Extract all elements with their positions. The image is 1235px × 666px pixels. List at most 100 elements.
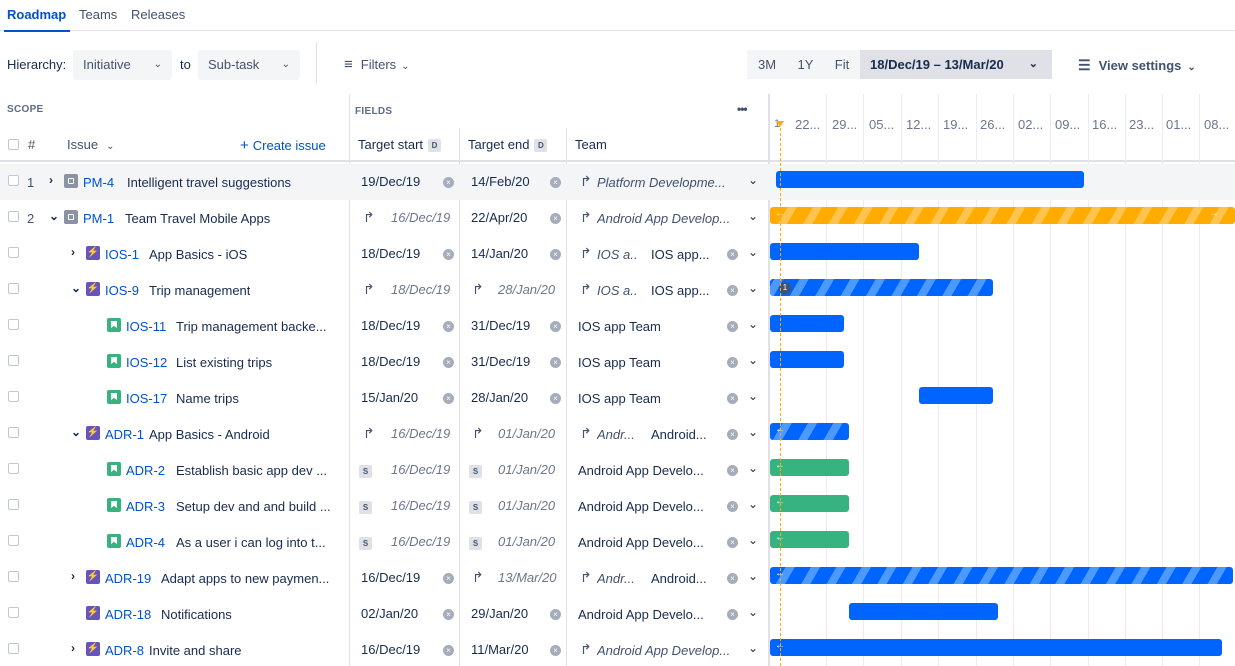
row-checkbox[interactable]	[8, 319, 19, 330]
target-start-value[interactable]: 18/Dec/19	[391, 282, 451, 297]
row-checkbox[interactable]	[8, 211, 19, 222]
clear-icon[interactable]: ×	[443, 609, 454, 620]
target-start-value[interactable]: 18/Dec/19	[361, 318, 421, 333]
row-checkbox[interactable]	[8, 427, 19, 438]
clear-icon[interactable]: ×	[727, 393, 738, 404]
target-end-value[interactable]: 01/Jan/20	[498, 426, 556, 441]
date-range-select[interactable]: 18/Dec/19 – 13/Mar/20 ⌄	[860, 50, 1052, 79]
target-end-value[interactable]: 14/Jan/20	[471, 246, 529, 261]
clear-icon[interactable]: ×	[443, 321, 454, 332]
table-row[interactable]: ADR-4 As a user i can log into t... S 16/De…	[0, 524, 1235, 560]
target-end-value[interactable]: 13/Mar/20	[498, 570, 557, 585]
team-value-secondary[interactable]: Android...	[651, 571, 707, 586]
target-start-value[interactable]: 02/Jan/20	[361, 606, 419, 621]
target-end-value[interactable]: 11/Mar/20	[471, 642, 529, 657]
timeline-bar[interactable]: 1	[770, 279, 993, 296]
clear-icon[interactable]: ×	[550, 609, 561, 620]
clear-icon[interactable]: ×	[727, 537, 738, 548]
target-end-value[interactable]: 14/Feb/20	[471, 174, 530, 189]
team-value[interactable]: Android App Develop...	[597, 211, 731, 226]
team-value[interactable]: Android App Develo...	[578, 535, 704, 550]
clear-icon[interactable]: ×	[550, 393, 561, 404]
chevron-down-icon[interactable]: ⌄	[49, 209, 60, 223]
team-value[interactable]: Andr...	[597, 427, 635, 442]
chevron-down-icon[interactable]: ⌄	[748, 353, 759, 367]
clear-icon[interactable]: ×	[727, 501, 738, 512]
target-end-value[interactable]: 29/Jan/20	[471, 606, 529, 621]
clear-icon[interactable]: ×	[727, 609, 738, 620]
table-row[interactable]: ⌄ ⚡ IOS-9 Trip management ↱ 18/Dec/19 ↱ 28/Jan/…	[0, 272, 1235, 308]
zoom-fit-button[interactable]: Fit	[824, 50, 860, 79]
target-start-value[interactable]: 16/Dec/19	[391, 462, 451, 477]
target-end-value[interactable]: 22/Apr/20	[471, 210, 528, 225]
chevron-down-icon[interactable]: ⌄	[748, 245, 759, 259]
more-icon[interactable]: •••	[737, 102, 748, 116]
hierarchy-to-select[interactable]: Sub-task ⌄	[198, 50, 300, 80]
team-value[interactable]: IOS app Team	[578, 391, 661, 406]
target-start-value[interactable]: 19/Dec/19	[361, 174, 421, 189]
target-start-value[interactable]: 18/Dec/19	[361, 246, 421, 261]
chevron-right-icon[interactable]: ›	[71, 569, 75, 583]
table-row[interactable]: › ⚡ IOS-1 App Basics - iOS 18/Dec/19 × 14/Jan/…	[0, 236, 1235, 272]
table-row[interactable]: › ⚡ ADR-19 Adapt apps to new paymen... 16/De…	[0, 560, 1235, 596]
tab-releases[interactable]: Releases	[131, 7, 186, 22]
tab-teams[interactable]: Teams	[79, 7, 118, 22]
row-checkbox[interactable]	[8, 607, 19, 618]
target-start-value[interactable]: 16/Dec/19	[391, 210, 451, 225]
chevron-down-icon[interactable]: ⌄	[748, 461, 759, 475]
target-start-value[interactable]: 16/Dec/19	[361, 642, 421, 657]
table-row[interactable]: ADR-3 Setup dev and and build ... S 16/Dec/…	[0, 488, 1235, 524]
target-start-value[interactable]: 16/Dec/19	[391, 498, 451, 513]
team-value[interactable]: Platform Developme...	[597, 175, 726, 190]
chevron-down-icon[interactable]: ⌄	[71, 425, 82, 439]
clear-icon[interactable]: ×	[443, 645, 454, 656]
chevron-right-icon[interactable]: ›	[49, 173, 53, 187]
clear-icon[interactable]: ×	[727, 321, 738, 332]
table-row[interactable]: › ⚡ ADR-8 Invite and share 16/Dec/19 × 11/Mar/…	[0, 632, 1235, 666]
team-value[interactable]: IOS app Team	[578, 355, 661, 370]
team-value-secondary[interactable]: Android...	[651, 427, 707, 442]
table-row[interactable]: 1 › PM-4 Intelligent travel suggestions 19/D…	[0, 164, 1235, 200]
chevron-down-icon[interactable]: ⌄	[748, 281, 759, 295]
team-value[interactable]: IOS app Team	[578, 319, 661, 334]
target-start-value[interactable]: 16/Dec/19	[391, 426, 451, 441]
chevron-down-icon[interactable]: ⌄	[748, 173, 759, 187]
target-end-header[interactable]: Target end D	[468, 137, 548, 152]
row-checkbox[interactable]	[8, 463, 19, 474]
row-checkbox[interactable]	[8, 643, 19, 654]
target-start-value[interactable]: 15/Jan/20	[361, 390, 419, 405]
issue-key[interactable]: IOS-1	[105, 247, 139, 262]
table-row[interactable]: ⚡ ADR-18 Notifications 02/Jan/20 × 29/Jan/20 ×…	[0, 596, 1235, 632]
row-checkbox[interactable]	[8, 247, 19, 258]
issue-key[interactable]: IOS-17	[126, 391, 168, 406]
team-value[interactable]: Android App Develo...	[578, 463, 704, 478]
clear-icon[interactable]: ×	[550, 177, 561, 188]
timeline-bar[interactable]	[770, 351, 844, 368]
team-value-secondary[interactable]: IOS app...	[651, 283, 710, 298]
target-end-value[interactable]: 28/Jan/20	[471, 390, 529, 405]
clear-icon[interactable]: ×	[550, 249, 561, 260]
issue-key[interactable]: ADR-2	[126, 463, 166, 478]
team-value[interactable]: IOS a...	[597, 283, 637, 298]
chevron-down-icon[interactable]: ⌄	[748, 209, 759, 223]
issue-key[interactable]: ADR-18	[105, 607, 152, 622]
clear-icon[interactable]: ×	[550, 645, 561, 656]
issue-column-header[interactable]: Issue ⌄	[67, 137, 114, 152]
issue-key[interactable]: ADR-8	[105, 643, 145, 658]
timeline-bar[interactable]: ←	[770, 567, 1233, 584]
chevron-down-icon[interactable]: ⌄	[748, 641, 759, 655]
clear-icon[interactable]: ×	[727, 573, 738, 584]
timeline-bar[interactable]	[776, 171, 1084, 188]
row-checkbox[interactable]	[8, 283, 19, 294]
timeline-bar[interactable]	[919, 387, 993, 404]
target-start-value[interactable]: 16/Dec/19	[361, 570, 421, 585]
row-checkbox[interactable]	[8, 391, 19, 402]
issue-key[interactable]: IOS-12	[126, 355, 168, 370]
team-value[interactable]: Android App Develo...	[578, 607, 704, 622]
zoom-3m-button[interactable]: 3M	[747, 50, 787, 79]
clear-icon[interactable]: ×	[443, 573, 454, 584]
target-end-value[interactable]: 01/Jan/20	[498, 462, 556, 477]
chevron-down-icon[interactable]: ⌄	[748, 569, 759, 583]
zoom-1y-button[interactable]: 1Y	[787, 50, 824, 79]
clear-icon[interactable]: ×	[443, 177, 454, 188]
